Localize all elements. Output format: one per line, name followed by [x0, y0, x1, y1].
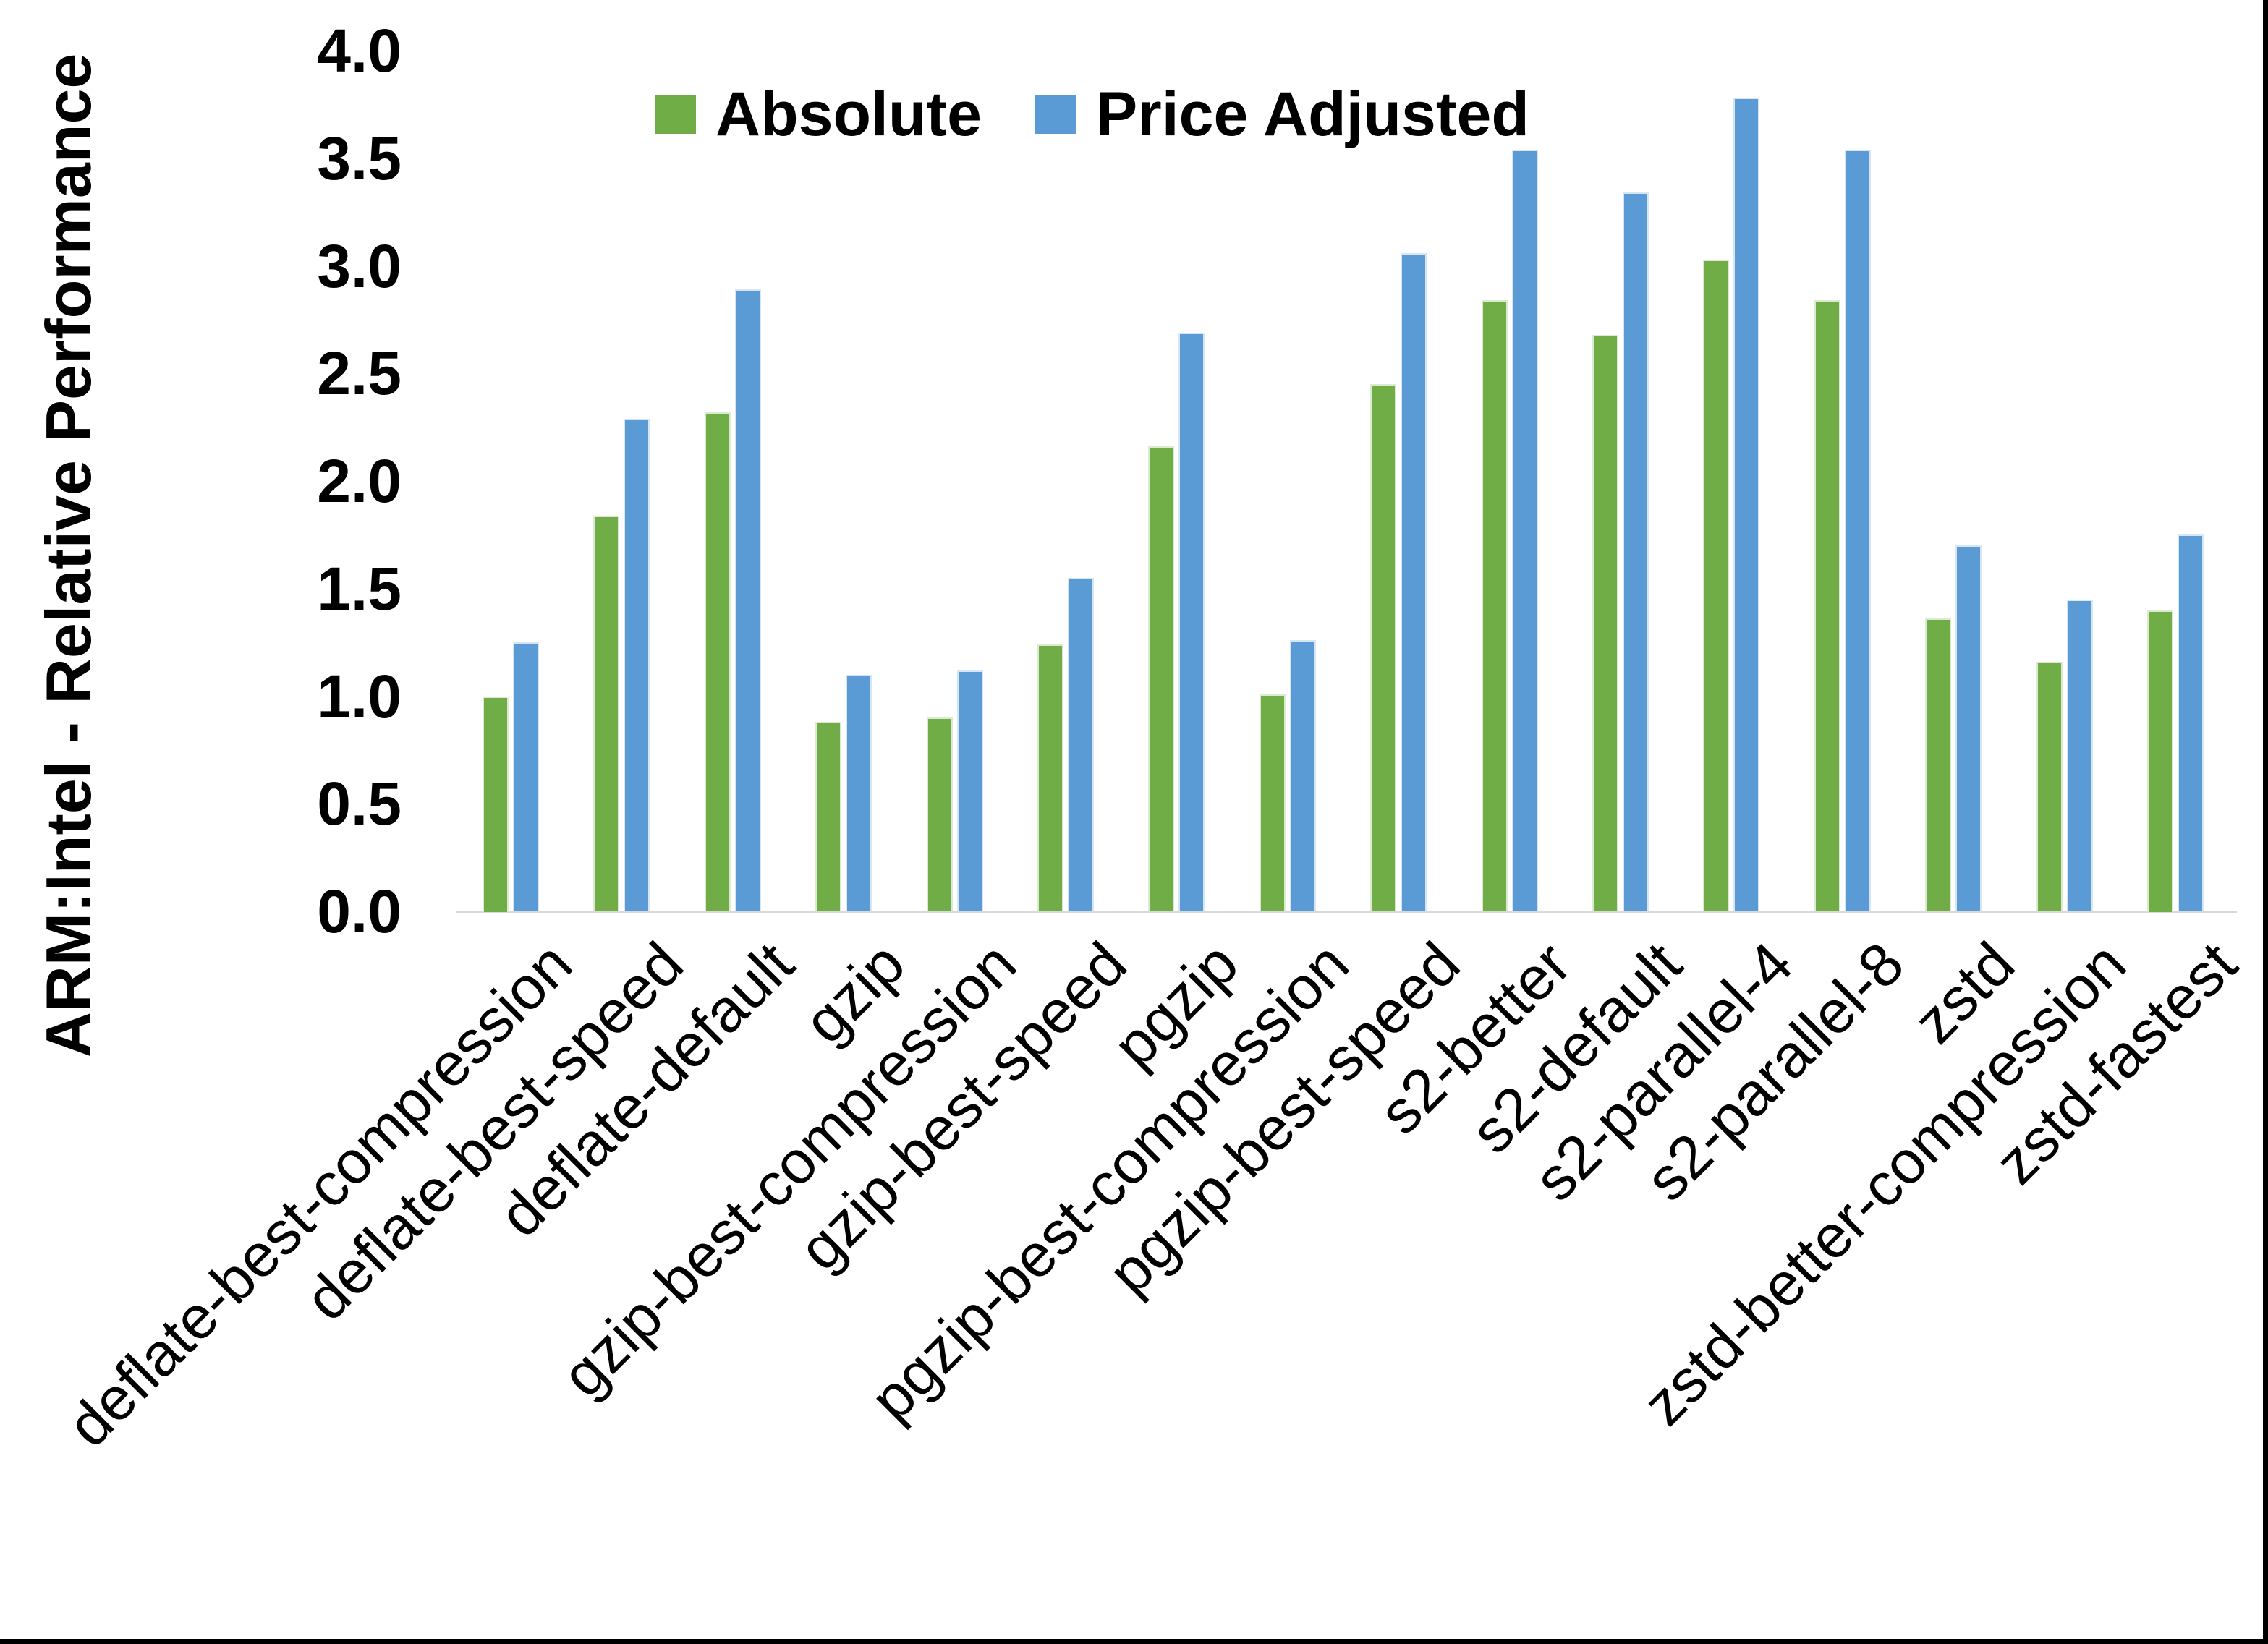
bar-price-adjusted-deflate-best-compression	[513, 642, 539, 911]
x-axis-line	[456, 911, 2237, 913]
bar-absolute-gzip-best-speed	[1037, 644, 1063, 911]
bar-price-adjusted-s2-better	[1512, 150, 1538, 911]
bar-absolute-deflate-best-speed	[593, 516, 619, 911]
frame-right	[2263, 0, 2268, 1644]
y-axis-tick: 1.0	[317, 662, 402, 731]
bar-price-adjusted-zstd-fastest	[2178, 534, 2204, 911]
bar-price-adjusted-s2-parallel-8	[1845, 150, 1871, 911]
bar-price-adjusted-gzip-best-compression	[957, 670, 983, 911]
legend-swatch-price-adjusted-icon	[1035, 95, 1076, 134]
bar-price-adjusted-gzip-best-speed	[1068, 578, 1094, 911]
legend-label-price-adjusted: Price Adjusted	[1095, 79, 1529, 149]
y-axis-tick: 0.5	[317, 770, 402, 838]
bar-price-adjusted-gzip	[846, 675, 872, 911]
bar-absolute-pgzip-best-speed	[1370, 384, 1396, 911]
y-axis-tick: 2.5	[317, 339, 402, 408]
y-axis-tick: 3.0	[317, 231, 402, 300]
y-axis-tick: 2.0	[317, 447, 402, 515]
bar-absolute-zstd-fastest	[2147, 610, 2173, 912]
y-axis-tick: 1.5	[317, 554, 402, 623]
legend-swatch-absolute-icon	[655, 95, 696, 134]
bar-price-adjusted-zstd-better-compression	[2067, 600, 2093, 911]
legend-label-absolute: Absolute	[715, 79, 982, 149]
y-axis-tick: 0.0	[317, 877, 402, 945]
bar-absolute-pgzip-best-compression	[1260, 694, 1286, 911]
bar-price-adjusted-deflate-default	[735, 289, 761, 911]
bar-price-adjusted-s2-parallel-4	[1733, 98, 1759, 911]
bar-price-adjusted-s2-default	[1623, 192, 1649, 911]
legend: Absolute Price Adjusted	[655, 80, 1529, 149]
y-axis-tick: 3.5	[317, 124, 402, 192]
bar-price-adjusted-pgzip-best-speed	[1401, 253, 1427, 911]
bar-absolute-deflate-default	[705, 412, 731, 911]
bar-price-adjusted-pgzip-best-compression	[1290, 640, 1316, 911]
bar-price-adjusted-zstd	[1955, 545, 1982, 911]
bar-absolute-deflate-best-compression	[483, 697, 509, 912]
bar-absolute-zstd-better-compression	[2036, 662, 2063, 911]
bar-price-adjusted-pgzip	[1178, 333, 1205, 911]
bar-price-adjusted-deflate-best-speed	[624, 419, 650, 911]
bar-absolute-s2-parallel-8	[1814, 300, 1840, 911]
frame-bottom	[0, 1639, 2268, 1644]
bar-absolute-s2-better	[1482, 300, 1508, 911]
bar-absolute-gzip-best-compression	[927, 717, 953, 911]
bar-absolute-gzip	[815, 722, 841, 911]
bar-absolute-s2-default	[1592, 335, 1618, 911]
bar-absolute-zstd	[1925, 618, 1951, 911]
y-axis-tick: 4.0	[317, 17, 402, 85]
bar-absolute-pgzip	[1148, 446, 1174, 911]
bar-absolute-s2-parallel-4	[1703, 260, 1729, 911]
